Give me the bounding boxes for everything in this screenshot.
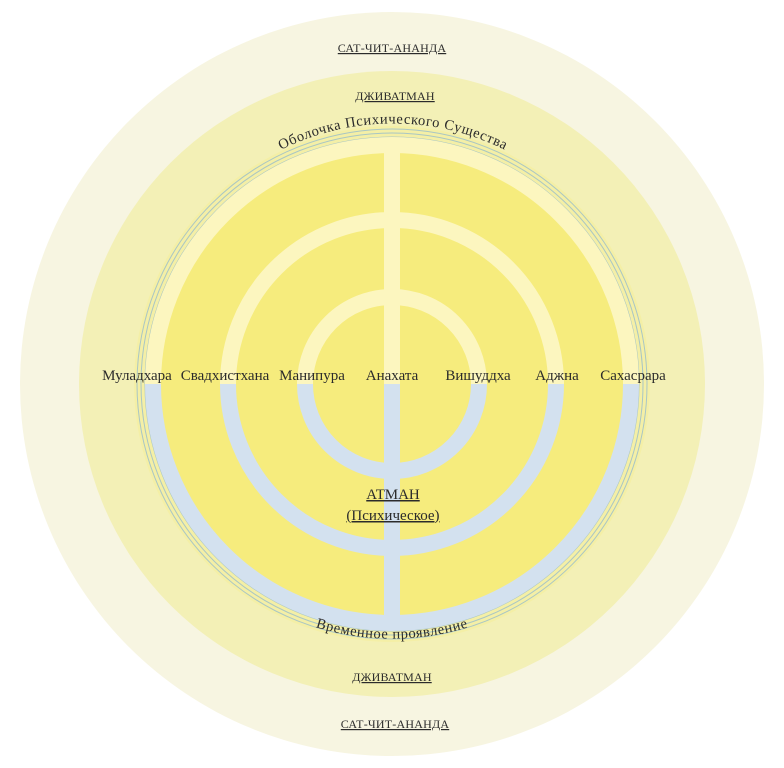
central-stem-lower (384, 384, 400, 616)
chakra-labels: Муладхара Свадхистхана Манипура Анахата … (102, 368, 666, 384)
chakra-label-sahasrara: Сахасрара (600, 368, 666, 384)
sat-chit-ananda-top-label: САТ-ЧИТ-АНАНДА (338, 41, 447, 55)
central-stem-upper (384, 149, 400, 384)
chakra-label-vishuddha: Вишуддха (445, 368, 511, 384)
chakra-label-manipura: Манипура (279, 368, 345, 384)
sheath-outline-middle (140, 132, 644, 636)
atman-sublabel: (Психическое) (346, 508, 439, 524)
chakra-label-ajna: Аджна (535, 368, 579, 384)
jivatman-bottom-label: ДЖИВАТМАН (352, 670, 432, 684)
sheath-outline-outer (136, 128, 648, 640)
atman-label: АТМАН (366, 487, 420, 503)
chakra-label-svadhisthana: Свадхистхана (181, 368, 270, 384)
jivatman-top-label: ДЖИВАТМАН (355, 89, 435, 103)
chakra-label-muladhara: Муладхара (102, 368, 172, 384)
chakra-label-anahata: Анахата (366, 368, 419, 384)
sat-chit-ananda-bottom-label: САТ-ЧИТ-АНАНДА (341, 717, 450, 731)
